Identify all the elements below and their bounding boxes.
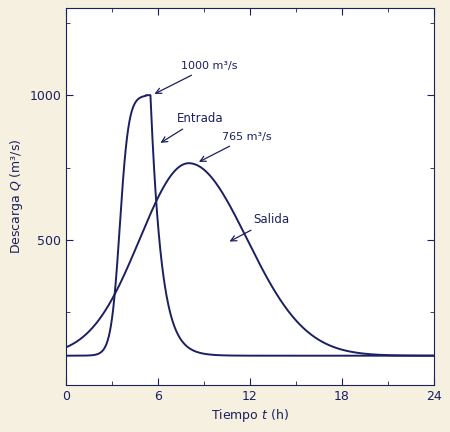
Text: Entrada: Entrada (162, 112, 223, 142)
X-axis label: Tiempo $t$ (h): Tiempo $t$ (h) (211, 407, 289, 424)
Text: 765 m³/s: 765 m³/s (200, 132, 272, 161)
Text: 1000 m³/s: 1000 m³/s (156, 61, 238, 93)
Text: Salida: Salida (231, 213, 289, 241)
Y-axis label: Descarga $Q$ (m³/s): Descarga $Q$ (m³/s) (9, 139, 25, 254)
